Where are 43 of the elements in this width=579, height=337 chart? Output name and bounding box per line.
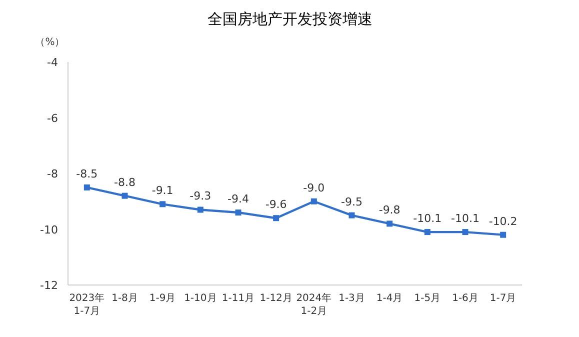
y-tick-label: -8 xyxy=(47,168,58,180)
point xyxy=(310,198,317,204)
x-tick-label: 2024年 1-2月 xyxy=(296,292,332,317)
data-label: -9.0 xyxy=(303,181,325,194)
y-axis-title: （%） xyxy=(35,37,65,48)
x-tick-label: 1-4月 xyxy=(376,293,403,304)
point xyxy=(500,232,506,238)
data-label: -10.1 xyxy=(413,212,442,226)
y-tick-label: -12 xyxy=(40,279,58,292)
point xyxy=(273,215,280,222)
point xyxy=(348,212,355,218)
data-label: -9.6 xyxy=(265,198,287,212)
point xyxy=(462,229,468,236)
chart-title: 全国房地产开发投资增速 xyxy=(208,10,372,28)
point xyxy=(197,206,204,213)
data-label: -9.4 xyxy=(228,192,249,206)
data-label: -10.1 xyxy=(451,212,480,226)
data-label: -9.5 xyxy=(341,195,362,208)
data-label: -9.3 xyxy=(190,190,212,203)
x-tick-label: 2023年 1-7月 xyxy=(69,292,105,317)
y-tick-label: -6 xyxy=(47,112,58,125)
y-tick-label: -10 xyxy=(40,223,58,236)
data-label: -8.8 xyxy=(114,176,136,189)
x-tick-label: 1-5月 xyxy=(414,293,441,304)
x-tick-label: 1-10月 xyxy=(184,293,217,304)
y-tick-label: -4 xyxy=(47,56,58,69)
data-label: -10.2 xyxy=(488,214,518,228)
x-tick-label: 1-6月 xyxy=(452,293,478,304)
point xyxy=(424,229,430,236)
point xyxy=(386,220,393,227)
data-label: -8.5 xyxy=(76,167,98,180)
point xyxy=(84,184,90,190)
x-tick-label: 1-8月 xyxy=(112,293,138,304)
x-tick-label: 1-3月 xyxy=(338,293,365,304)
data-label: -9.1 xyxy=(152,184,174,198)
x-tick-label: 1-12月 xyxy=(260,293,292,304)
point xyxy=(160,201,166,208)
x-tick-label: 1-11月 xyxy=(222,293,255,304)
data-label: -9.8 xyxy=(378,204,400,217)
x-tick-label: 1-7月 xyxy=(490,293,516,304)
point xyxy=(235,210,242,216)
x-tick-label: 1-9月 xyxy=(149,293,176,304)
point xyxy=(122,192,128,199)
